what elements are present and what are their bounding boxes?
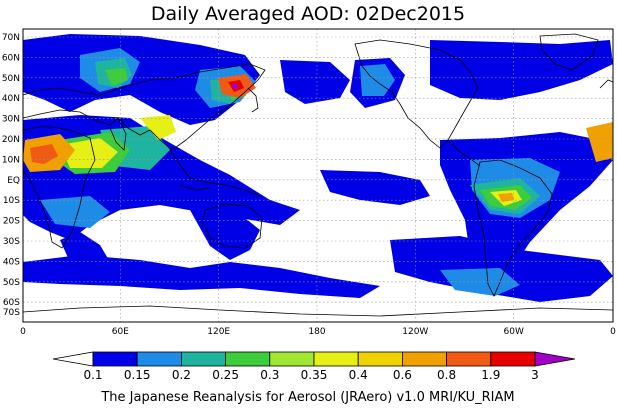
- colorbar-segment: [313, 351, 359, 367]
- lon-label: 0: [610, 327, 616, 337]
- colorbar-tick-label: 0.1: [83, 368, 102, 382]
- lon-label: 60E: [112, 327, 129, 337]
- lat-label: 20N: [2, 135, 20, 145]
- colorbar-tick-label: 1.9: [481, 368, 500, 382]
- colorbar-segment: [225, 351, 271, 367]
- lat-label: 30N: [2, 115, 20, 125]
- colorbar-segment: [534, 351, 576, 367]
- lat-label: 10S: [3, 196, 20, 206]
- colorbar-segment: [357, 351, 403, 367]
- longitude-labels: 0 60E 120E 180 120W 60W 0: [20, 327, 616, 337]
- graticule: [23, 29, 613, 322]
- map-frame: [22, 28, 614, 323]
- colorbar-tick-label: 0.8: [437, 368, 456, 382]
- lon-label: 120E: [207, 327, 230, 337]
- colorbar-tick-label: 0.15: [124, 368, 151, 382]
- latitude-labels: 70N 60N 50N 40N 30N 20N 10N EQ 10S 20S 3…: [2, 33, 20, 318]
- colorbar-segment: [490, 351, 536, 367]
- colorbar-segment: [52, 351, 94, 367]
- coastlines: [22, 33, 614, 317]
- colorbar-tick-label: 3: [531, 368, 539, 382]
- colorbar-tick-label: 0.3: [260, 368, 279, 382]
- colorbar-tick-label: 0.2: [172, 368, 191, 382]
- colorbar-segment: [269, 351, 315, 367]
- lat-label: 70N: [2, 33, 20, 43]
- colorbar-tick-label: 0.25: [212, 368, 239, 382]
- lat-label: 20S: [3, 217, 20, 227]
- lat-label: 50S: [3, 278, 20, 288]
- lat-label: 40S: [3, 257, 20, 267]
- lon-label: 0: [20, 327, 26, 337]
- colorbar-segment: [180, 351, 226, 367]
- lat-label: 10N: [2, 155, 20, 165]
- lat-label: 50N: [2, 74, 20, 84]
- map-panel: [22, 28, 614, 323]
- colorbar-tick-label: 0.4: [349, 368, 368, 382]
- lat-label: 60S: [3, 298, 20, 308]
- colorbar-labels: 0.1 0.15 0.2 0.25 0.3 0.35 0.4 0.6 0.8 1.9 3: [83, 368, 538, 382]
- aod-layer-max: [232, 84, 238, 89]
- lon-label: 60W: [504, 327, 524, 337]
- colorbar-tick-label: 0.35: [301, 368, 328, 382]
- colorbar: [52, 351, 576, 367]
- lat-label: 30S: [3, 237, 20, 247]
- colorbar-segment: [446, 351, 492, 367]
- lat-label: 40N: [2, 94, 20, 104]
- colorbar-segment: [136, 351, 182, 367]
- lat-label: EQ: [7, 176, 20, 186]
- colorbar-tick-label: 0.6: [393, 368, 412, 382]
- lat-label: 60N: [2, 53, 20, 63]
- footer-caption: The Japanese Reanalysis for Aerosol (JRA…: [100, 390, 514, 405]
- lat-label: 70S: [3, 308, 20, 318]
- colorbar-segment: [92, 351, 138, 367]
- lon-label: 120W: [402, 327, 428, 337]
- lon-label: 180: [308, 327, 325, 337]
- map-title: Daily Averaged AOD: 02Dec2015: [151, 3, 465, 25]
- colorbar-segment: [401, 351, 447, 367]
